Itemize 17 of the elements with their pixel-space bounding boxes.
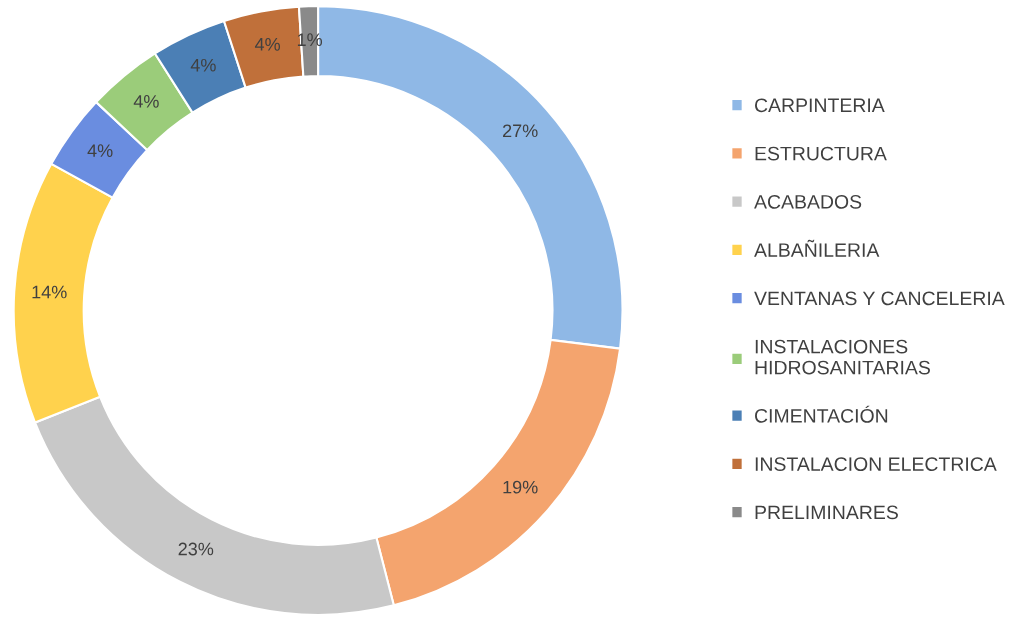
legend-label: INSTALACIONES HIDROSANITARIAS [755,339,930,375]
legend-label: PRELIMINARES [755,505,898,520]
data-label: 4% [133,95,159,108]
legend-label: ACABADOS [754,194,862,209]
legend-label: ALBAÑILERIA [754,239,880,257]
legend-label: INSTALACION ELECTRICA [755,457,997,471]
data-label: 4% [254,38,281,51]
data-label: 4% [87,144,113,157]
data-label: 19% [503,480,538,494]
data-label: 23% [178,542,214,556]
data-label: 27% [503,124,538,138]
legend-label: CIMENTACIÓN [755,405,888,423]
legend-label: VENTANAS Y CANCELERIA [754,291,1005,306]
data-label: 4% [190,58,216,72]
legend-label: CARPINTERIA [755,98,885,113]
data-label: 14% [32,285,67,299]
legend-label: ESTRUCTURA [755,146,887,161]
